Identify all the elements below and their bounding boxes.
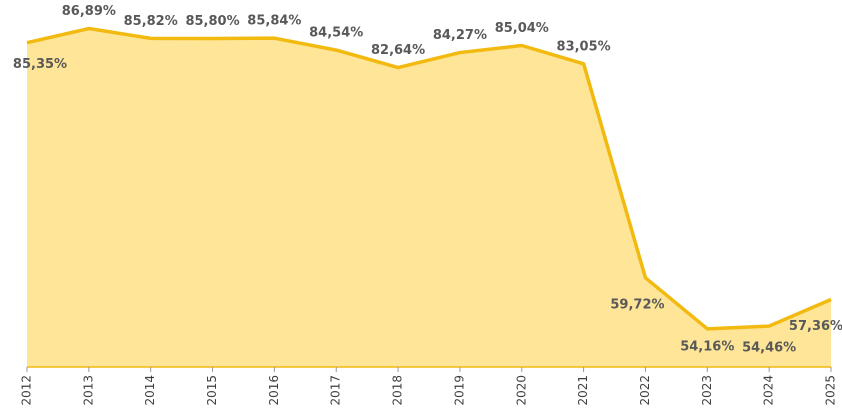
x-tick-label: 2018 xyxy=(391,375,405,406)
area-line xyxy=(26,26,832,331)
x-tick-label: 2013 xyxy=(81,375,95,406)
x-tick-label: 2024 xyxy=(762,375,776,406)
data-label: 84,54% xyxy=(309,26,363,41)
data-label: 57,36% xyxy=(789,319,842,334)
x-tick-label: 2012 xyxy=(20,375,34,406)
area-fill xyxy=(27,28,831,368)
x-tick-label: 2021 xyxy=(576,375,590,406)
data-label: 83,05% xyxy=(557,39,611,54)
x-tick-label: 2015 xyxy=(205,375,219,406)
x-tick-label: 2020 xyxy=(514,375,528,406)
data-label: 86,89% xyxy=(62,4,116,19)
data-label: 82,64% xyxy=(371,43,425,58)
x-tick-label: 2017 xyxy=(329,375,343,406)
x-tick-label: 2025 xyxy=(824,375,838,406)
data-label: 85,82% xyxy=(124,14,178,29)
x-tick-label: 2014 xyxy=(143,375,157,406)
data-label: 85,35% xyxy=(13,57,67,72)
data-label: 85,80% xyxy=(185,14,239,29)
x-tick-label: 2023 xyxy=(700,375,714,406)
data-label: 59,72% xyxy=(610,297,664,312)
data-label: 84,27% xyxy=(433,28,487,43)
x-tick-label: 2022 xyxy=(638,375,652,406)
data-label: 54,46% xyxy=(742,341,796,356)
data-label: 54,16% xyxy=(680,339,734,354)
x-tick-label: 2019 xyxy=(452,375,466,406)
data-label: 85,04% xyxy=(495,21,549,36)
data-label: 85,84% xyxy=(247,14,301,29)
x-tick-label: 2016 xyxy=(267,375,281,406)
